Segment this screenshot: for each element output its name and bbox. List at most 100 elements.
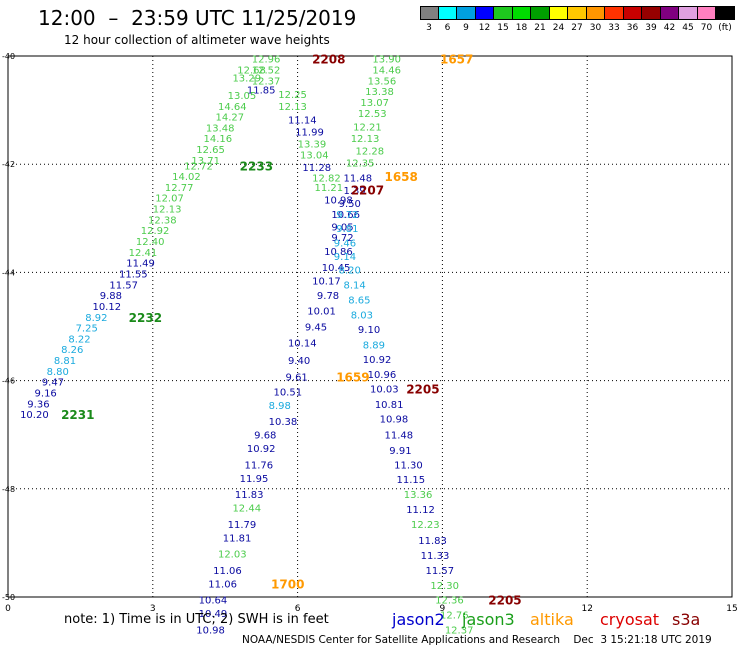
satellite-altika: altika [530, 610, 574, 629]
wave-height-label: 13.90 [372, 55, 401, 66]
wave-height-label: 11.06 [213, 566, 242, 577]
color-swatch [512, 6, 531, 20]
wave-height-label: 9.81 [336, 224, 358, 235]
wave-height-label: 10.20 [20, 410, 49, 421]
wave-height-label: 11.83 [418, 536, 447, 547]
wave-height-label: 8.65 [348, 295, 370, 306]
wave-height-label: 12.65 [196, 145, 225, 156]
wave-height-label: 10.12 [92, 302, 121, 313]
wave-height-label: 12.21 [353, 122, 382, 133]
wave-height-label: 10.92 [363, 355, 392, 366]
wave-height-label: 9.50 [339, 199, 361, 210]
wave-height-label: 12.28 [356, 147, 385, 158]
wave-height-label: 12.92 [141, 226, 170, 237]
pass-time-label: 2205 [488, 594, 521, 608]
color-swatch [494, 6, 513, 20]
wave-height-label: 12.96 [252, 55, 281, 66]
wave-height-label: 12.13 [278, 102, 307, 113]
wave-height-label: 11.85 [247, 86, 276, 97]
wave-height-label: 9.68 [254, 431, 276, 442]
wave-height-label: 8.20 [339, 266, 361, 277]
wave-height-label: 11.76 [245, 460, 274, 471]
color-scale-label: (ft) [718, 23, 732, 33]
wave-height-label: 12.82 [312, 174, 341, 185]
wave-height-label: 11.55 [119, 269, 148, 280]
color-swatch [586, 6, 605, 20]
color-swatch [568, 6, 587, 20]
color-scale-label: 27 [571, 23, 583, 33]
color-swatch [549, 6, 568, 20]
color-scale-label: 42 [663, 23, 676, 33]
satellite-s3a: s3a [672, 610, 701, 629]
wave-height-label: 10.81 [375, 400, 404, 411]
wave-height-label: 8.98 [269, 401, 291, 412]
wave-height-label: 14.46 [372, 66, 401, 77]
plot-frame [7, 55, 733, 598]
color-swatch [531, 6, 550, 20]
wave-height-label: 12.35 [346, 159, 375, 170]
pass-time-label: 2208 [312, 53, 345, 67]
color-scale-label: 15 [497, 23, 509, 33]
wave-height-label: 12.41 [129, 248, 158, 259]
wave-height-label: 12.52 [252, 66, 281, 77]
wave-height-label: 12.72 [184, 161, 213, 172]
wave-height-label: 9.14 [334, 252, 356, 263]
x-tick-label: 15 [726, 604, 737, 614]
wave-height-label: 7.25 [76, 324, 98, 335]
wave-height-label: 12.23 [411, 520, 440, 531]
wave-height-label: 12.30 [430, 581, 459, 592]
wave-height-label: 9.10 [358, 325, 380, 336]
wave-height-label: 13.29 [232, 74, 261, 85]
wave-height-label: 1.39 [343, 186, 365, 197]
wave-height-label: 12.13 [351, 134, 380, 145]
wave-height-label: 10.86 [324, 247, 353, 258]
x-tick-label: 6 [295, 604, 301, 614]
color-swatch [660, 6, 679, 20]
wave-height-label: 14.02 [172, 172, 201, 183]
wave-height-label: 10.96 [368, 370, 397, 381]
wave-height-label: 10.38 [269, 417, 298, 428]
x-tick-label: 9 [440, 604, 446, 614]
wave-height-label: 11.83 [235, 490, 264, 501]
wave-height-label: 13.71 [191, 156, 220, 167]
wave-height-label: 10.45 [322, 263, 351, 274]
wave-height-label: 10.51 [273, 387, 302, 398]
wave-height-label: 10.98 [324, 195, 353, 206]
wave-height-label: 9.47 [42, 378, 64, 389]
wave-height-label: 9.45 [305, 323, 327, 334]
wave-height-label: 11.49 [126, 259, 155, 270]
pass-time-label: 1657 [440, 53, 473, 67]
color-scale-label: 45 [682, 23, 694, 33]
wave-height-label: 12.44 [232, 504, 261, 515]
color-swatch [697, 6, 716, 20]
pass-time-label: 2233 [240, 159, 273, 173]
wave-height-label: 11.99 [295, 128, 324, 139]
wave-height-label: 8.14 [343, 280, 365, 291]
wave-height-label: 10.01 [307, 306, 336, 317]
wave-height-label: 9.72 [331, 233, 353, 244]
wave-height-label: 11.48 [343, 174, 372, 185]
wave-height-label: 11.81 [223, 533, 252, 544]
y-tick-label: -44 [2, 268, 15, 277]
color-scale-label: 21 [534, 23, 546, 33]
wave-height-label: 12.25 [278, 90, 307, 101]
satellite-jason2: jason2 [392, 610, 445, 629]
wave-height-label: 13.36 [404, 490, 433, 501]
wave-height-label: 9.88 [100, 291, 122, 302]
wave-height-label: 13.56 [368, 76, 397, 87]
wave-height-label: 10.64 [199, 596, 228, 607]
color-scale-label: 18 [515, 23, 528, 33]
wave-height-label: 13.05 [228, 91, 257, 102]
chart-title: 12:00 – 23:59 UTC 11/25/2019 [38, 6, 357, 30]
color-swatch [605, 6, 624, 20]
color-swatch [438, 6, 457, 20]
color-swatch [679, 6, 698, 20]
wave-height-label: 8.03 [351, 311, 373, 322]
wave-height-label: 11.30 [394, 460, 423, 471]
wave-height-label: 8.80 [47, 367, 69, 378]
wave-height-label: 8.89 [363, 340, 385, 351]
wave-height-label: 12.07 [155, 194, 184, 205]
pass-time-label: 1700 [271, 577, 304, 591]
color-scale-label: 3 [426, 23, 432, 33]
color-scale-label: 33 [608, 23, 620, 33]
